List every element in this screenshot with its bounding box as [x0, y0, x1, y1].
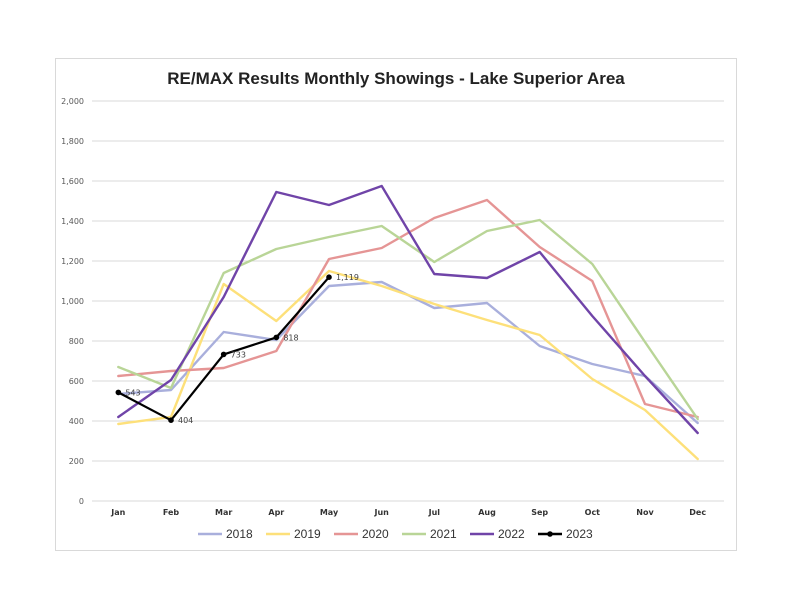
line-chart: RE/MAX Results Monthly Showings - Lake S… — [61, 69, 724, 541]
x-tick-label: Jul — [428, 508, 441, 517]
y-axis-ticks: 0 200 400 600 800 1,000 1,200 1,400 1,600 1,800 2,… — [61, 97, 84, 506]
data-point-2023 — [168, 417, 174, 424]
x-tick-label: Oct — [585, 508, 601, 517]
chart-frame: RE/MAX Results Monthly Showings - Lake S… — [55, 58, 737, 551]
data-point-2023 — [220, 351, 227, 358]
legend-label-2020: 2020 — [362, 527, 389, 541]
data-label: 543 — [125, 388, 140, 397]
legend-label-2021: 2021 — [430, 527, 457, 541]
y-tick-label: 0 — [79, 497, 84, 506]
chart-title: RE/MAX Results Monthly Showings - Lake S… — [167, 69, 625, 88]
legend: 2018 2019 2020 2021 2022 2023 — [198, 527, 593, 541]
x-tick-label: Mar — [215, 508, 232, 517]
series-line-2022 — [117, 184, 699, 435]
y-tick-label: 800 — [69, 337, 84, 346]
y-tick-label: 1,600 — [61, 177, 84, 186]
x-tick-label: Feb — [163, 508, 180, 517]
y-tick-label: 200 — [69, 457, 84, 466]
x-tick-label: Jan — [110, 508, 125, 517]
series-lines — [115, 184, 699, 461]
legend-label-2018: 2018 — [226, 527, 253, 541]
y-tick-label: 1,200 — [61, 257, 84, 266]
data-point-2023 — [273, 334, 280, 341]
legend-label-2019: 2019 — [294, 527, 321, 541]
data-point-2023 — [326, 274, 332, 280]
x-tick-label: Aug — [478, 508, 496, 517]
y-tick-label: 1,800 — [61, 137, 84, 146]
y-tick-label: 400 — [69, 417, 84, 426]
legend-label-2023: 2023 — [566, 527, 593, 541]
x-tick-label: Jun — [373, 508, 389, 517]
series-line-2019 — [117, 269, 699, 461]
x-tick-label: Nov — [636, 508, 654, 517]
y-tick-label: 1,400 — [61, 217, 84, 226]
data-point-2023 — [115, 389, 122, 396]
series-line-2020 — [117, 198, 699, 419]
x-axis-ticks: Jan Feb Mar Apr May Jun Jul Aug Sep Oct Nov Dec — [110, 508, 706, 517]
data-label: 1,119 — [336, 273, 359, 282]
data-label: 404 — [178, 416, 193, 425]
x-tick-label: Dec — [689, 508, 706, 517]
y-tick-label: 1,000 — [61, 297, 84, 306]
x-tick-label: Sep — [531, 508, 548, 517]
gridlines — [92, 100, 724, 502]
data-label: 733 — [231, 350, 246, 359]
legend-label-2022: 2022 — [498, 527, 525, 541]
series-line-2018 — [117, 280, 699, 425]
y-tick-label: 2,000 — [61, 97, 84, 106]
data-labels: 543 404 733 818 1,119 — [125, 273, 359, 425]
x-tick-label: Apr — [268, 508, 284, 517]
y-tick-label: 600 — [69, 377, 84, 386]
series-line-2021 — [117, 218, 699, 421]
data-label: 818 — [283, 333, 298, 342]
x-tick-label: May — [320, 508, 339, 517]
legend-marker-2023 — [547, 531, 553, 537]
